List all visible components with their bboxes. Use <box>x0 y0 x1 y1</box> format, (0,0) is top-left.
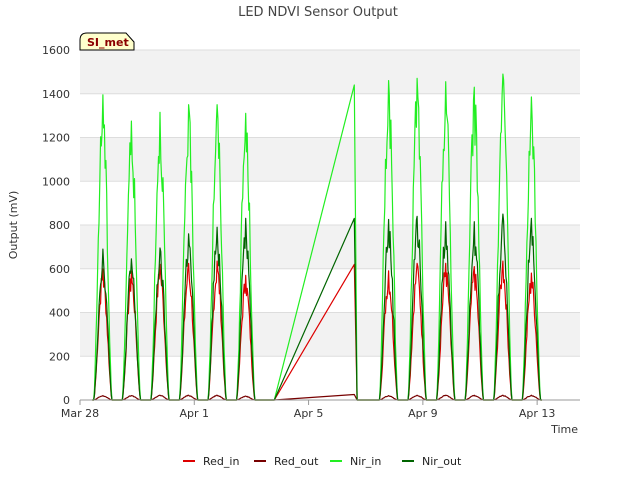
y-tick-label: 200 <box>49 350 70 363</box>
legend-label: Nir_in <box>350 455 381 468</box>
x-tick-label: Apr 1 <box>180 407 210 420</box>
x-tick-label: Mar 28 <box>61 407 99 420</box>
site-badge-box <box>79 32 135 51</box>
chart-title: LED NDVI Sensor Output <box>238 5 398 20</box>
x-tick-label: Apr 13 <box>519 407 556 420</box>
y-tick-label: 0 <box>63 394 70 407</box>
y-tick-label: 1600 <box>42 44 70 57</box>
y-axis-title: Output (mV) <box>7 191 20 260</box>
y-tick-label: 400 <box>49 307 70 320</box>
legend: Red_in Red_out Nir_in Nir_out <box>183 455 462 468</box>
y-tick-label: 600 <box>49 263 70 276</box>
x-tick-label: Apr 9 <box>408 407 438 420</box>
plot-band <box>80 50 580 94</box>
site-badge-label: SI_met <box>87 36 129 49</box>
x-axis-title: Time <box>550 423 578 436</box>
y-tick-label: 800 <box>49 219 70 232</box>
legend-label: Red_out <box>274 455 319 468</box>
axes <box>79 399 580 405</box>
x-tick-label: Apr 5 <box>294 407 324 420</box>
plot-band <box>80 225 580 269</box>
x-tick-labels: Mar 28 Apr 1 Apr 5 Apr 9 Apr 13 <box>61 407 556 420</box>
plot-band <box>80 137 580 182</box>
site-badge: SI_met <box>79 32 135 51</box>
y-tick-labels: 0 200 400 600 800 1000 1200 1400 1600 <box>42 44 70 407</box>
y-tick-label: 1400 <box>42 88 70 101</box>
y-tick-label: 1200 <box>42 132 70 145</box>
y-tick-label: 1000 <box>42 175 70 188</box>
legend-label: Nir_out <box>422 455 462 468</box>
legend-label: Red_in <box>203 455 239 468</box>
